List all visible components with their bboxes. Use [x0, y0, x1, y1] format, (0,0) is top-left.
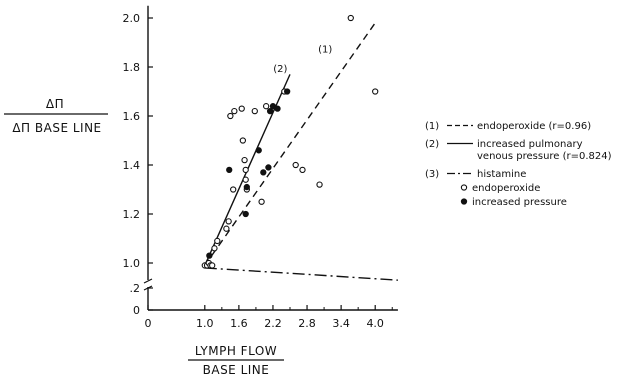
point-endoperoxide	[347, 14, 354, 22]
x-tick-label: 4.0	[366, 317, 384, 330]
x-tick-label: 3.4	[332, 317, 350, 330]
point-increased-pressure	[265, 164, 272, 171]
point-increased-pressure	[260, 169, 267, 176]
point-increased-pressure	[255, 147, 262, 154]
axes	[143, 5, 398, 311]
x-tick-label: 1.6	[230, 317, 248, 330]
legend-marker	[460, 184, 468, 191]
point-endoperoxide	[242, 166, 249, 174]
point-endoperoxide	[214, 237, 221, 245]
point-endoperoxide	[372, 88, 379, 95]
x-tick-label: 2.2	[264, 317, 282, 330]
y-tick-label: 1.4	[123, 159, 141, 172]
point-endoperoxide	[227, 112, 234, 120]
point-increased-pressure	[274, 105, 281, 112]
point-endoperoxide	[316, 181, 323, 188]
y-axis-title-denominator: ΔΠ BASE LINE	[12, 121, 101, 135]
fit-line-3	[204, 267, 398, 281]
point-endoperoxide	[231, 107, 238, 115]
fit-line-1	[204, 22, 376, 266]
x-axis-title-numerator: LYMPH FLOW	[195, 344, 277, 358]
legend-label: increased pressure	[472, 197, 567, 208]
legend-key: (2)	[425, 139, 439, 150]
point-endoperoxide	[209, 262, 216, 269]
line-annotations: (2) (1)	[273, 44, 332, 75]
point-endoperoxide	[239, 137, 247, 144]
point-increased-pressure	[226, 166, 233, 174]
point-endoperoxide	[211, 245, 218, 252]
point-increased-pressure	[243, 183, 250, 191]
data-points	[201, 14, 379, 269]
point-endoperoxide	[299, 166, 306, 174]
point-endoperoxide	[242, 176, 249, 183]
x-axis-title-denominator: BASE LINE	[203, 363, 270, 377]
point-endoperoxide	[292, 161, 299, 169]
y-tick-label: 1.2	[123, 208, 141, 221]
y-tick-label: 0	[133, 304, 140, 317]
x-tick-label: 2.8	[298, 317, 316, 330]
legend-label: endoperoxide	[472, 183, 540, 194]
legend-label: venous pressure (r=0.824)	[477, 151, 612, 162]
y-tick-label: 2.0	[123, 12, 141, 25]
legend-marker	[460, 198, 468, 205]
y-tick-label: 1.8	[123, 61, 141, 74]
point-endoperoxide	[230, 186, 237, 193]
legend: (1) endoperoxide (r=0.96) (2) increased pul…	[425, 121, 612, 208]
fit-lines	[204, 22, 398, 281]
point-endoperoxide	[251, 107, 258, 115]
y-tick-label: 1.0	[123, 257, 141, 270]
x-tick-label: 1.0	[196, 317, 214, 330]
point-endoperoxide	[241, 156, 248, 164]
point-endoperoxide	[258, 198, 265, 205]
x-tick-label: 0	[145, 317, 152, 330]
tick-labels: 0 .2 1.0 1.2 1.4 1.6 1.8 2.0 0 1.0 1.6 2.2 2.8 3.4 4.0	[123, 12, 384, 330]
legend-key: (3)	[425, 169, 439, 180]
legend-label: endoperoxide (r=0.96)	[477, 121, 591, 132]
legend-label: increased pulmonary	[477, 139, 583, 150]
point-endoperoxide	[262, 103, 270, 110]
point-increased-pressure	[266, 107, 274, 115]
line-annotation: (1)	[318, 44, 332, 55]
point-increased-pressure	[206, 252, 213, 259]
y-axis-title-numerator: ΔΠ	[46, 97, 64, 111]
point-endoperoxide	[223, 225, 230, 232]
y-tick-label: .2	[130, 282, 141, 295]
point-increased-pressure	[284, 88, 291, 95]
y-tick-label: 1.6	[123, 110, 141, 123]
point-increased-pressure	[242, 210, 249, 218]
point-endoperoxide	[225, 218, 232, 225]
legend-key: (1)	[425, 121, 439, 132]
legend-label: histamine	[477, 169, 526, 180]
line-annotation: (2)	[273, 64, 287, 75]
point-endoperoxide	[238, 105, 245, 112]
